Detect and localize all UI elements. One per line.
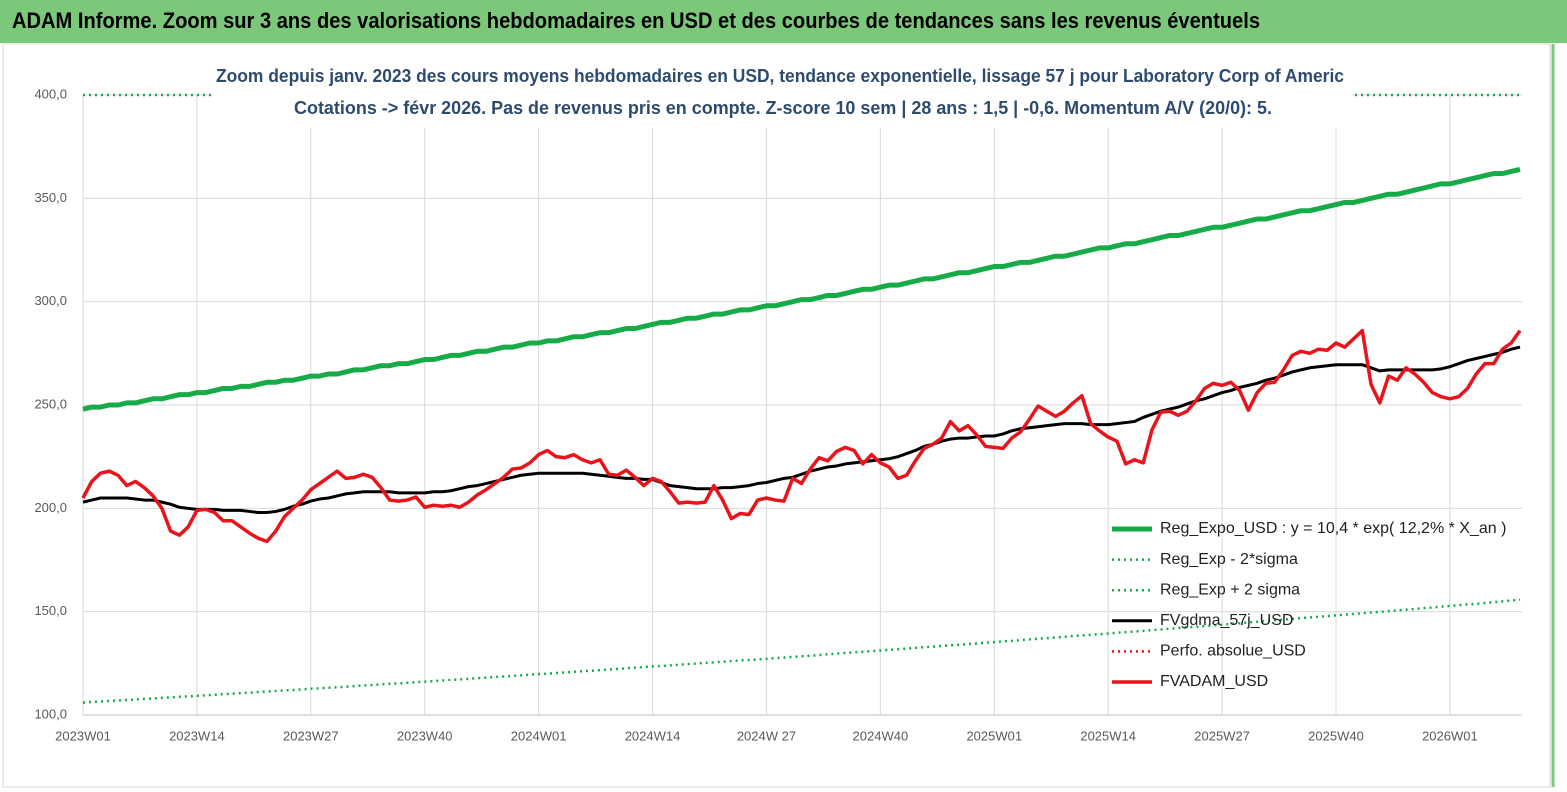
legend-label: FVADAM_USD — [1160, 673, 1268, 690]
series-line — [81, 328, 1522, 544]
x-tick-label: 2024W 27 — [737, 728, 796, 743]
header-title: ADAM Informe. Zoom sur 3 ans des valoris… — [12, 8, 1260, 33]
x-tick-label: 2026W01 — [1422, 728, 1478, 743]
y-tick-label: 100,0 — [34, 706, 67, 721]
y-tick-label: 350,0 — [34, 190, 67, 205]
x-tick-label: 2025W14 — [1080, 728, 1136, 743]
y-tick-label: 200,0 — [34, 500, 67, 515]
y-tick-label: 400,0 — [34, 86, 67, 101]
legend-label: Reg_Exp - 2*sigma — [1160, 551, 1298, 568]
chart-frame — [2, 43, 1551, 788]
legend-label: Reg_Expo_USD : y = 10,4 * exp( 12,2% * X… — [1160, 520, 1506, 537]
y-tick-label: 300,0 — [34, 293, 67, 308]
legend: Reg_Expo_USD : y = 10,4 * exp( 12,2% * X… — [1112, 520, 1506, 690]
legend-label: FVgdma_57j_USD — [1160, 612, 1293, 629]
title-box — [212, 58, 1352, 128]
y-tick-label: 150,0 — [34, 603, 67, 618]
x-tick-label: 2023W27 — [283, 728, 339, 743]
legend-label: Perfo. absolue_USD — [1160, 643, 1306, 660]
x-tick-label: 2024W01 — [511, 728, 567, 743]
chart-subtitle: Cotations -> févr 2026. Pas de revenus p… — [294, 98, 1272, 118]
legend-label: Reg_Exp + 2 sigma — [1160, 581, 1300, 598]
plot — [81, 166, 1522, 704]
series-line — [82, 598, 1521, 704]
x-tick-label: 2025W01 — [966, 728, 1022, 743]
x-tick-label: 2023W01 — [55, 728, 111, 743]
chart-title: Zoom depuis janv. 2023 des cours moyens … — [216, 66, 1344, 86]
x-tick-label: 2024W14 — [625, 728, 681, 743]
y-tick-label: 250,0 — [34, 396, 67, 411]
x-tick-label: 2025W27 — [1194, 728, 1250, 743]
series-line — [82, 166, 1521, 412]
x-tick-label: 2025W40 — [1308, 728, 1364, 743]
x-tick-label: 2024W40 — [853, 728, 909, 743]
header-bar — [0, 0, 1567, 43]
x-tick-label: 2023W14 — [169, 728, 225, 743]
x-tick-label: 2023W40 — [397, 728, 453, 743]
